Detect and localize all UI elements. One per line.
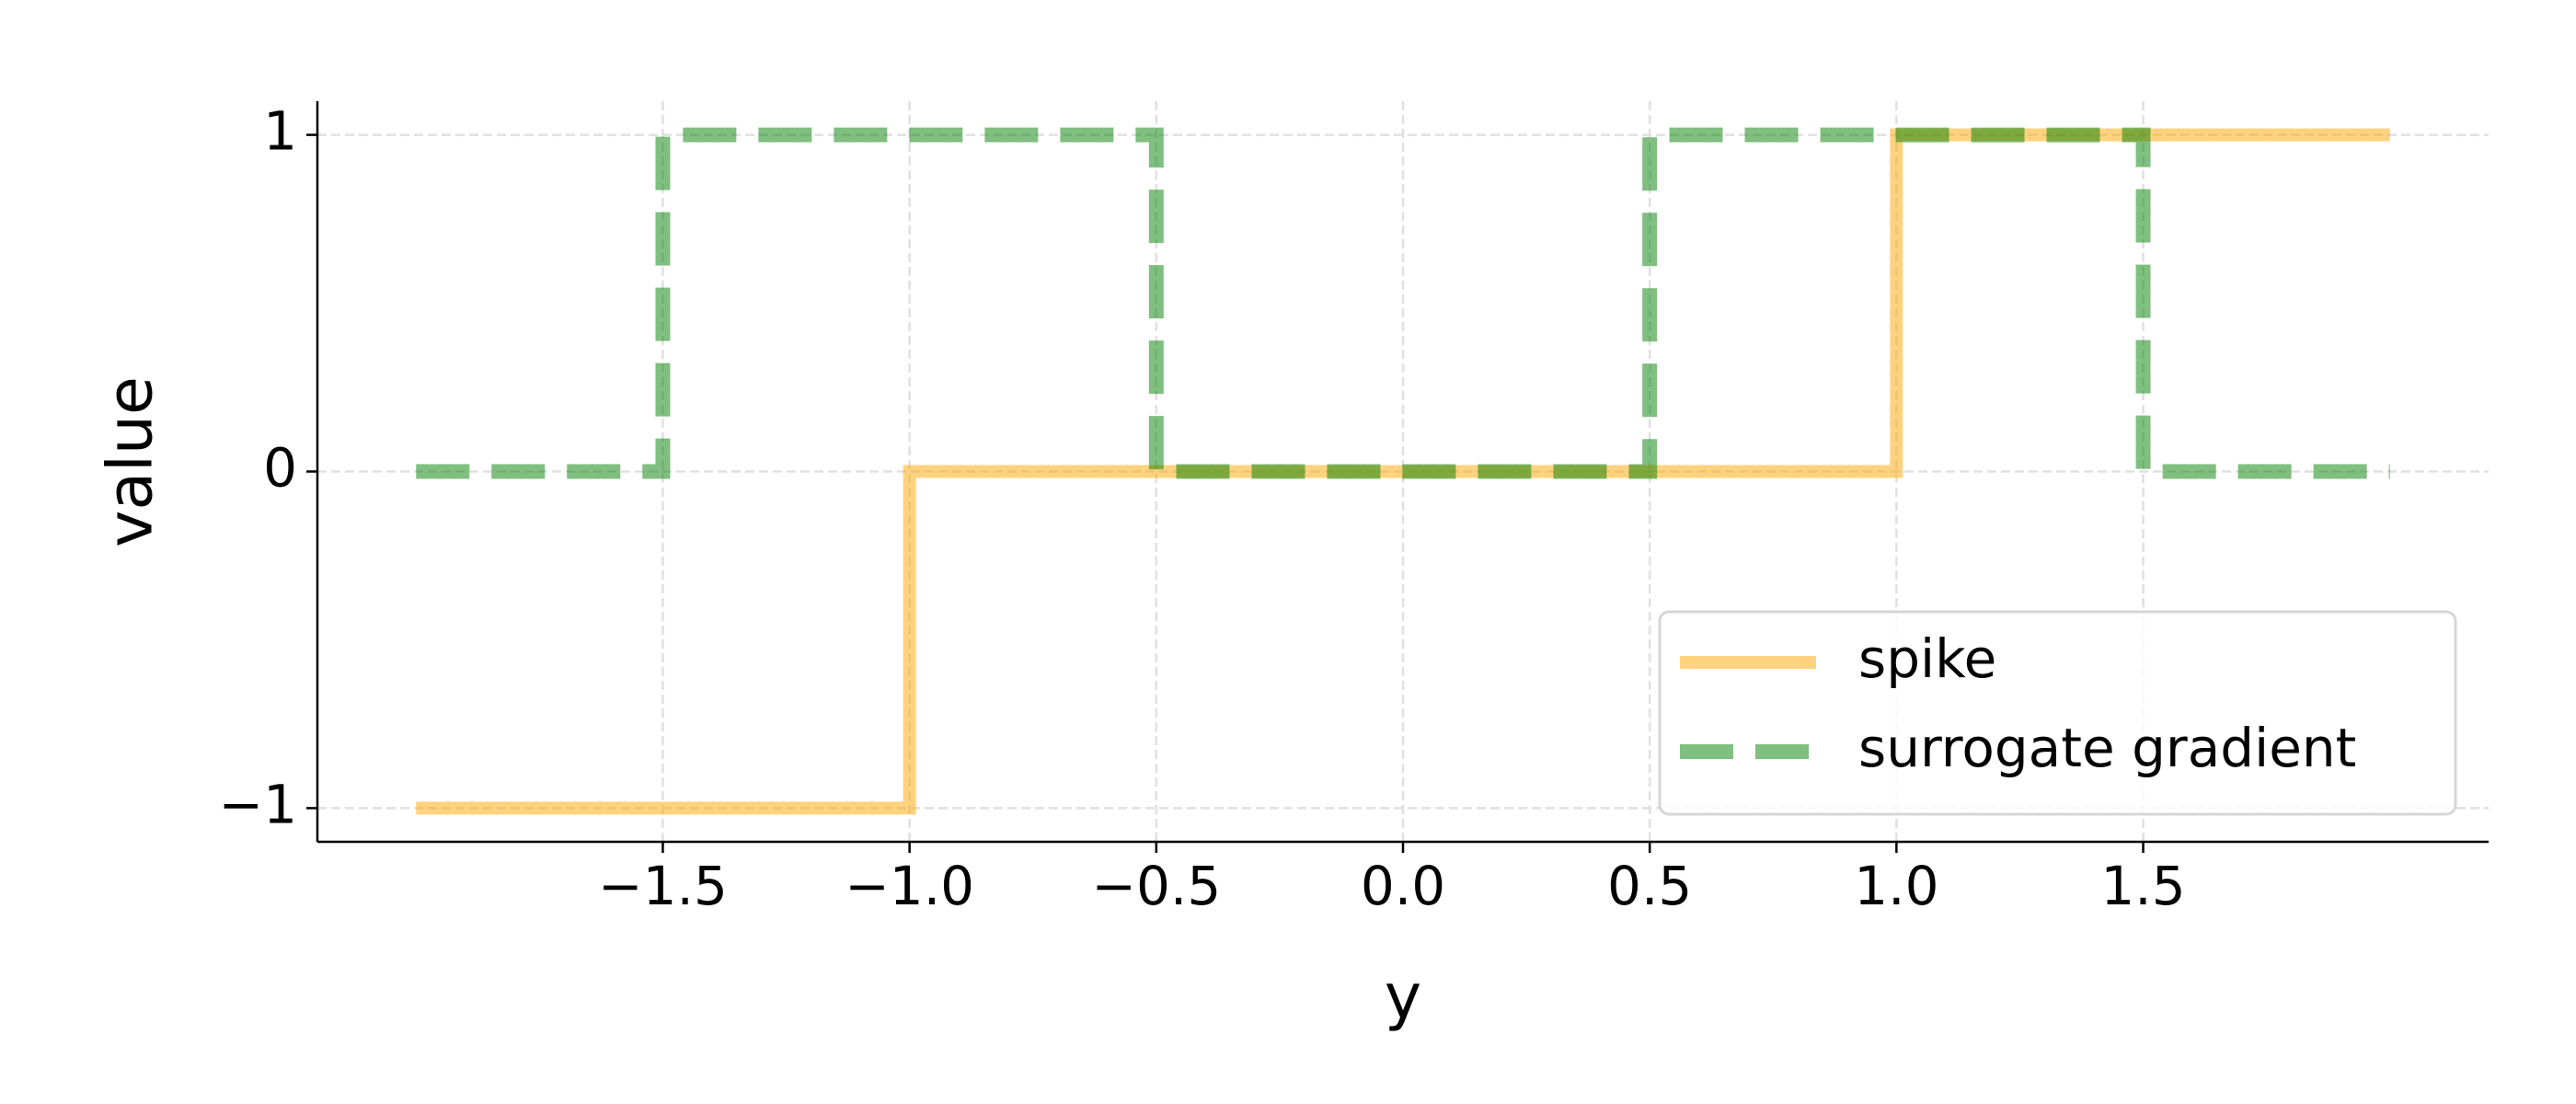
x-tick-label: −1.5 — [598, 855, 728, 917]
legend-label: spike — [1858, 627, 1996, 690]
x-axis-label: y — [1385, 961, 1421, 1034]
y-tick-label: 1 — [263, 100, 297, 163]
y-tick-label: −1 — [219, 774, 298, 836]
x-tick-label: 1.5 — [2100, 855, 2185, 917]
x-tick-label: 1.0 — [1854, 855, 1938, 917]
x-tick-label: −1.0 — [845, 855, 974, 917]
x-tick-label: 0.5 — [1607, 855, 1692, 917]
x-tick-label: 0.0 — [1361, 855, 1445, 917]
y-tick-label: 0 — [263, 437, 297, 500]
legend-label: surrogate gradient — [1858, 717, 2356, 779]
legend-box — [1658, 610, 2457, 816]
series-line — [416, 127, 2390, 479]
x-tick-label: −0.5 — [1091, 855, 1221, 917]
y-axis-label: value — [95, 376, 167, 547]
